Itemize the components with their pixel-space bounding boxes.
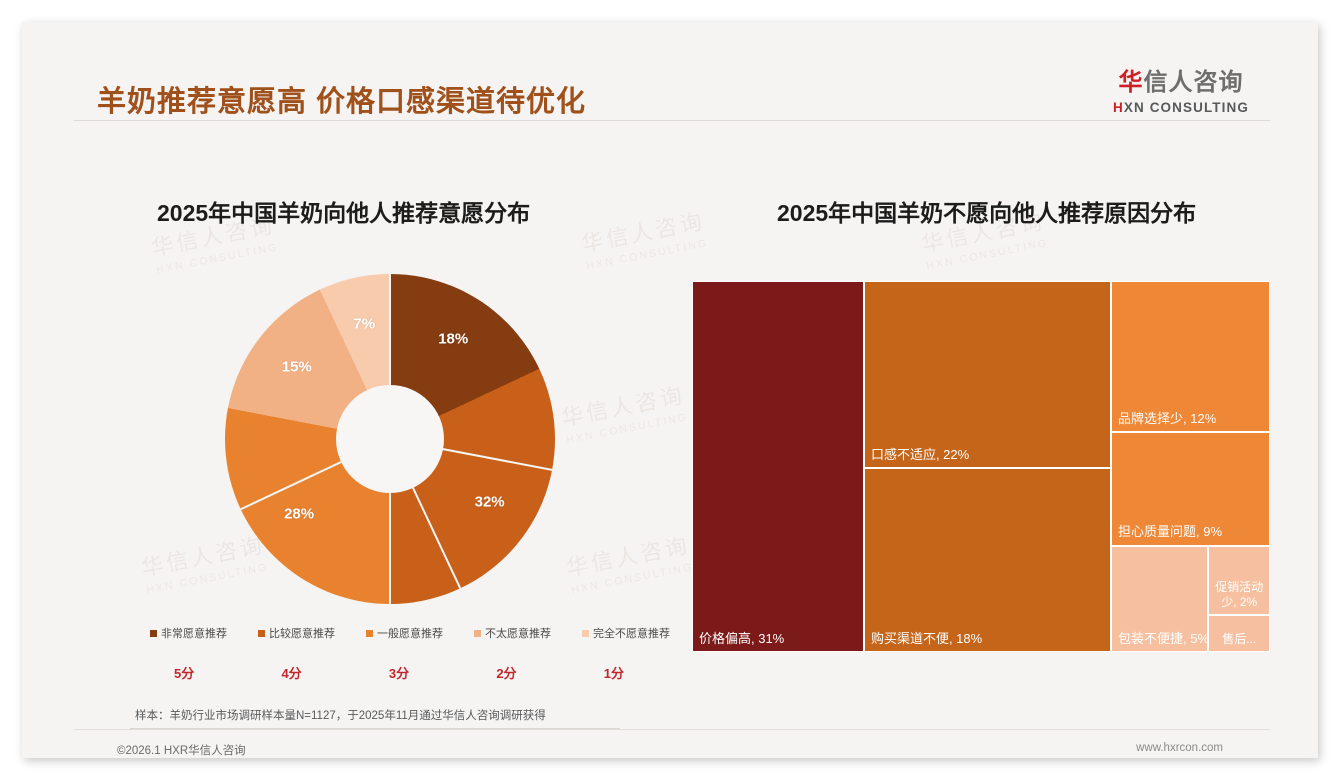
footer-divider — [74, 729, 1270, 730]
watermark: 华信人咨询 HXN CONSULTING — [559, 380, 690, 447]
legend-swatch-icon — [150, 629, 157, 637]
watermark-en: HXN CONSULTING — [565, 410, 690, 447]
legend-item-label: 非常愿意推荐 — [161, 628, 227, 640]
treemap-cell-label: 口感不适应, 22% — [870, 447, 970, 463]
brand-logo: 华信人咨询 HXN CONSULTING — [1096, 62, 1266, 115]
header: 羊奶推荐意愿高 价格口感渠道待优化 华信人咨询 HXN CONSULTING — [22, 22, 1318, 121]
treemap-cell-label: 包装不便捷, 5% — [1118, 630, 1209, 646]
score-label: 3分 — [388, 666, 410, 681]
watermark-en: HXN CONSULTING — [925, 236, 1050, 273]
treemap-cell-label: 品牌选择少, 12% — [1118, 411, 1217, 427]
watermark-en: HXN CONSULTING — [570, 560, 695, 597]
watermark-en: HXN CONSULTING — [585, 236, 710, 273]
page-title: 羊奶推荐意愿高 价格口感渠道待优化 — [97, 86, 587, 118]
donut-slice-separator — [389, 439, 391, 604]
score-label: 4分 — [281, 666, 302, 681]
logo-en-rest: XN CONSULTING — [1123, 100, 1249, 115]
logo-en-red: H — [1113, 100, 1124, 115]
treemap-cell-label: 价格偏高, 31% — [699, 630, 785, 646]
treemap-cell[interactable]: 价格偏高, 31% — [692, 281, 864, 652]
treemap-cell[interactable]: 包装不便捷, 5% — [1111, 545, 1209, 652]
treemap-cell-label: 担心质量问题, 9% — [1118, 524, 1223, 540]
legend-item[interactable]: 不太愿意推荐 — [474, 625, 551, 641]
donut-slice-label: 32% — [474, 493, 505, 511]
legend-item-label: 比较愿意推荐 — [269, 628, 335, 640]
treemap-cell-label: 购买渠道不便, 18% — [870, 630, 983, 646]
watermark: 华信人咨询 HXN CONSULTING — [564, 530, 695, 597]
sample-footnote: 样本：羊奶行业市场调研样本量N=1127，于2025年11月通过华信人咨询调研获… — [135, 710, 546, 722]
treemap-cell[interactable]: 售后... — [1208, 614, 1270, 652]
logo-cn-red: 华 — [1118, 69, 1144, 96]
watermark-cn: 华信人咨询 — [579, 208, 707, 257]
legend-item[interactable]: 比较愿意推荐 — [258, 625, 335, 641]
donut-chart: 18% 32% 28% 15% 7% — [225, 274, 555, 604]
legend-swatch-icon — [366, 629, 373, 637]
score-label: 2分 — [496, 666, 517, 681]
legend-item[interactable]: 非常愿意推荐 — [150, 625, 227, 641]
donut-legend: 非常愿意推荐 比较愿意推荐 一般愿意推荐 不太愿意推荐 完全不愿意推荐 — [150, 625, 670, 641]
watermark-en: HXN CONSULTING — [155, 240, 280, 277]
header-divider — [74, 120, 1270, 121]
treemap-cell-label: 售后... — [1222, 631, 1257, 646]
website-url: www.hxrcon.com — [1136, 742, 1223, 754]
treemap-cell[interactable]: 购买渠道不便, 18% — [863, 468, 1112, 652]
treemap-cell[interactable]: 口感不适应, 22% — [863, 281, 1112, 469]
score-scale-row: 5分 4分 3分 2分 1分 — [174, 663, 624, 682]
watermark-cn: 华信人咨询 — [564, 532, 692, 581]
donut-slice-separator — [389, 274, 391, 439]
legend-swatch-icon — [258, 629, 265, 637]
legend-swatch-icon — [474, 629, 481, 637]
watermark-cn: 华信人咨询 — [559, 382, 687, 431]
legend-swatch-icon — [582, 629, 589, 637]
logo-cn-gray: 信人咨询 — [1143, 69, 1244, 96]
legend-item[interactable]: 一般愿意推荐 — [366, 625, 443, 641]
logo-chinese: 华信人咨询 — [1096, 62, 1266, 97]
right-chart-title: 2025年中国羊奶不愿向他人推荐原因分布 — [777, 200, 1197, 226]
slide-canvas: 华信人咨询 HXN CONSULTING 华信人咨询 HXN CONSULTIN… — [22, 22, 1318, 758]
footnote-divider — [130, 728, 620, 729]
treemap-chart: 价格偏高, 31% 口感不适应, 22% 购买渠道不便, 18% 品牌选择少, 12%… — [692, 281, 1270, 652]
treemap-cell[interactable]: 品牌选择少, 12% — [1111, 281, 1270, 433]
donut-slice-label: 15% — [281, 358, 312, 376]
treemap-cell-label: 促销活动少, 2% — [1215, 579, 1264, 609]
left-chart-title: 2025年中国羊奶向他人推荐意愿分布 — [157, 200, 531, 226]
copyright-text: ©2026.1 HXR华信人咨询 — [117, 745, 246, 757]
treemap-cell[interactable]: 促销活动少, 2% — [1208, 545, 1270, 615]
score-label: 1分 — [603, 666, 624, 681]
donut-slice-label: 7% — [353, 315, 376, 333]
legend-item-label: 一般愿意推荐 — [377, 628, 443, 640]
logo-english: HXN CONSULTING — [1096, 100, 1266, 115]
watermark: 华信人咨询 HXN CONSULTING — [579, 206, 710, 273]
legend-item[interactable]: 完全不愿意推荐 — [582, 625, 670, 641]
donut-slice-label: 18% — [438, 330, 469, 348]
donut-slice-label: 28% — [284, 505, 315, 523]
score-label: 5分 — [174, 666, 195, 681]
legend-item-label: 不太愿意推荐 — [485, 628, 551, 640]
treemap-cell[interactable]: 担心质量问题, 9% — [1111, 432, 1270, 546]
legend-item-label: 完全不愿意推荐 — [593, 628, 670, 640]
